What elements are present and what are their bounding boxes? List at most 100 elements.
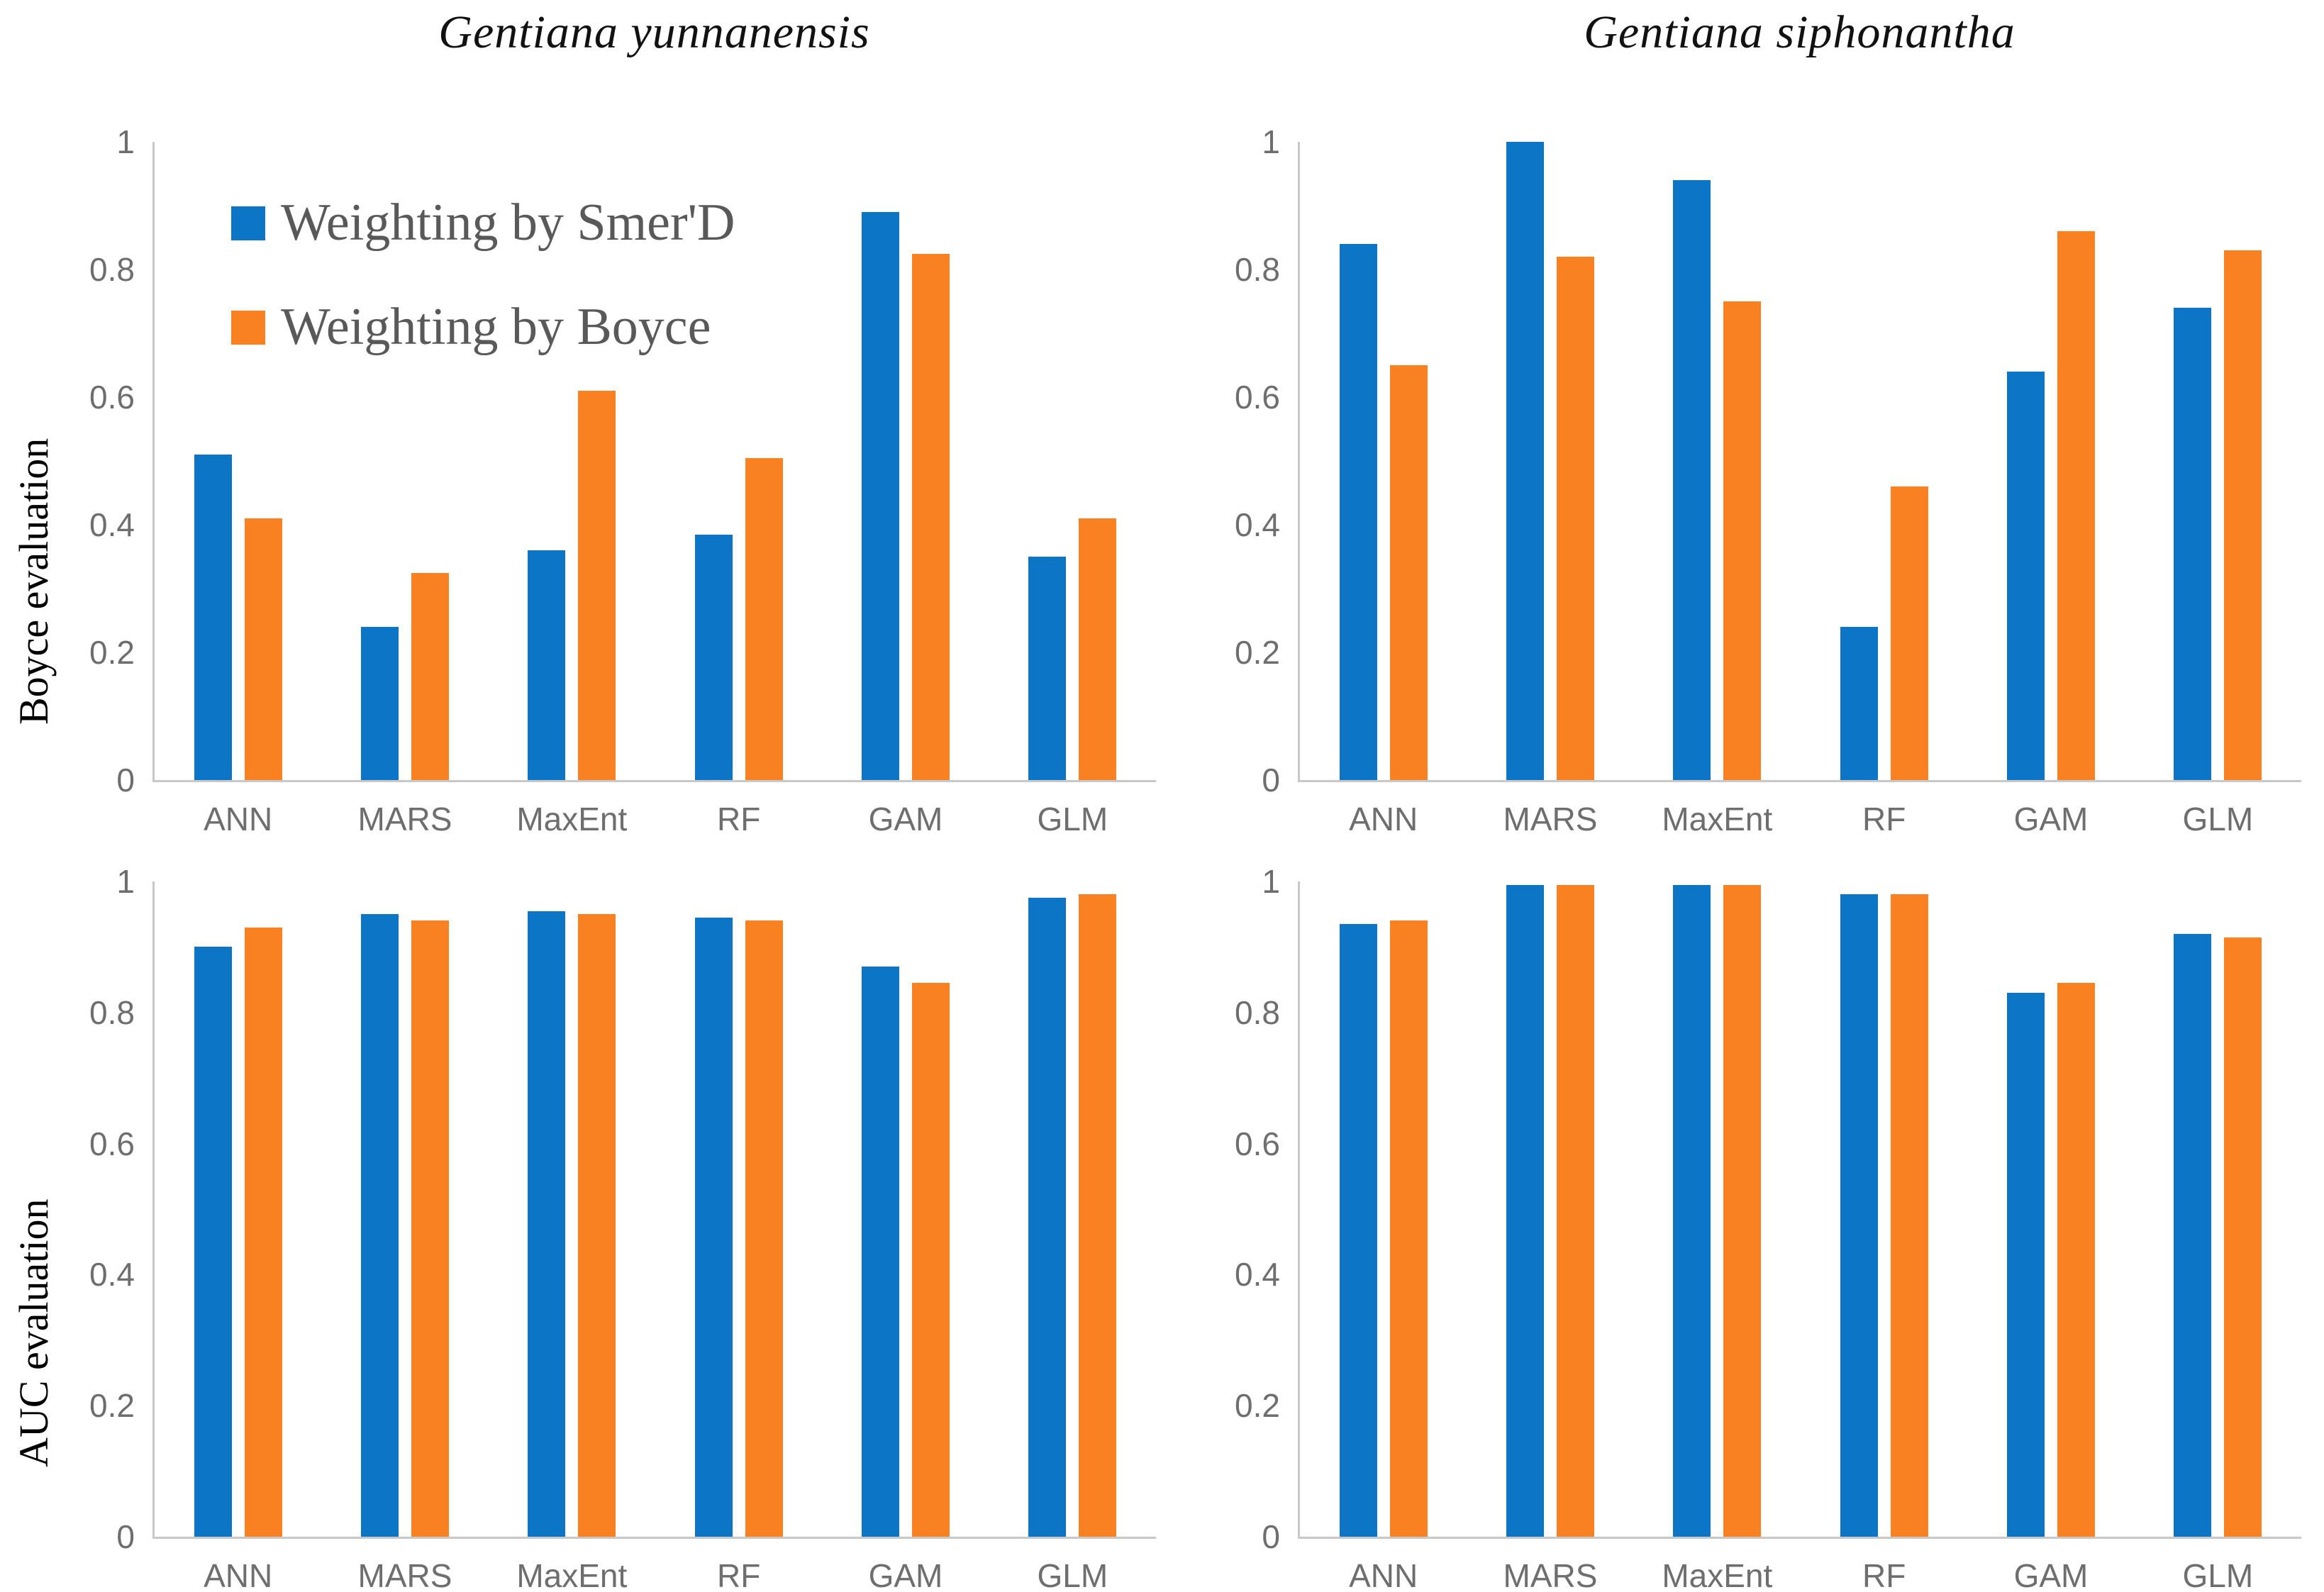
bar-rf-smerd bbox=[694, 534, 733, 780]
bar-pair bbox=[1506, 142, 1594, 780]
bar-rf-smerd bbox=[1840, 894, 1878, 1537]
bar-gam-smerd bbox=[2006, 372, 2045, 780]
x-category-label: GAM bbox=[2013, 1557, 2089, 1592]
y-axis-tick-label: 0 bbox=[1262, 762, 1280, 798]
bar-pair bbox=[360, 881, 449, 1537]
bar-mars-boyce bbox=[411, 920, 449, 1537]
category-group-ann: ANN bbox=[1300, 142, 1467, 837]
y-axis-tick-label: 0.8 bbox=[89, 993, 135, 1031]
plot-area: ANN MARS MaxEnt RF GAM GLM bbox=[1300, 142, 2301, 837]
legend-swatch-blue-icon bbox=[231, 206, 265, 240]
category-group-glm: GLM bbox=[2135, 142, 2301, 837]
y-axis-tick-label: 1 bbox=[1262, 863, 1280, 900]
bar-gam-smerd bbox=[2006, 993, 2045, 1537]
y-axis-tick-label: 0.4 bbox=[89, 506, 135, 543]
y-axis-tick-label: 0.6 bbox=[1235, 1125, 1280, 1162]
bar-maxent-smerd bbox=[528, 550, 566, 780]
bar-mars-smerd bbox=[360, 914, 399, 1537]
bar-pair bbox=[1840, 881, 1928, 1537]
x-category-label: RF bbox=[716, 801, 761, 837]
bar-rf-boyce bbox=[745, 457, 783, 780]
bar-pair bbox=[1673, 881, 1762, 1537]
x-category-label: MARS bbox=[1503, 1557, 1598, 1592]
category-group-rf: RF bbox=[1801, 142, 1967, 837]
bar-glm-boyce bbox=[2224, 250, 2262, 780]
y-axis-tick-label: 1 bbox=[116, 123, 135, 160]
bar-mars-boyce bbox=[1556, 257, 1594, 780]
category-group-glm: GLM bbox=[2135, 881, 2301, 1592]
y-axis-tick-label: 0.4 bbox=[1235, 1256, 1280, 1293]
bar-mars-smerd bbox=[1506, 884, 1544, 1537]
legend: Weighting by Smer'D Weighting by Boyce bbox=[231, 193, 735, 357]
bar-glm-boyce bbox=[1079, 518, 1117, 780]
bar-gam-boyce bbox=[2057, 231, 2095, 780]
bar-maxent-smerd bbox=[528, 911, 566, 1537]
category-group-maxent: MaxEnt bbox=[1634, 881, 1801, 1592]
bar-gam-boyce bbox=[2057, 983, 2095, 1537]
x-category-label: GLM bbox=[1037, 1557, 1108, 1592]
category-group-ann: ANN bbox=[155, 881, 321, 1592]
category-group-glm: GLM bbox=[989, 881, 1156, 1592]
bar-pair bbox=[694, 142, 783, 780]
bar-rf-smerd bbox=[694, 917, 733, 1537]
category-group-gam: GAM bbox=[1967, 881, 2134, 1592]
bar-ann-smerd bbox=[194, 947, 232, 1537]
x-category-label: GAM bbox=[868, 801, 943, 837]
bar-gam-smerd bbox=[861, 967, 899, 1537]
x-category-label: GLM bbox=[2182, 801, 2254, 837]
chart-panel-auc-siphonantha: 0 0.2 0.4 0.6 0.8 1 ANN MARS MaxEnt RF GAM GLM bbox=[1235, 863, 2301, 1592]
legend-label-smerd: Weighting by Smer'D bbox=[281, 194, 735, 252]
bar-pair bbox=[2006, 142, 2095, 780]
y-axis-tick-label: 0.6 bbox=[89, 1125, 135, 1162]
x-category-label: GAM bbox=[868, 1557, 943, 1592]
bar-pair bbox=[528, 881, 616, 1537]
y-axis-tick-label: 1 bbox=[116, 863, 135, 900]
y-axis-tick-label: 0.4 bbox=[89, 1256, 135, 1293]
bar-pair bbox=[694, 881, 783, 1537]
category-group-ann: ANN bbox=[1300, 881, 1467, 1592]
bar-pair bbox=[861, 142, 950, 780]
y-axis-tick-label: 1 bbox=[1262, 123, 1280, 160]
x-category-label: MARS bbox=[357, 801, 452, 837]
x-category-label: MaxEnt bbox=[1662, 801, 1773, 837]
x-category-label: GLM bbox=[1037, 801, 1108, 837]
bar-pair bbox=[1339, 142, 1428, 780]
x-category-label: ANN bbox=[204, 1557, 273, 1592]
y-axis-tick-label: 0 bbox=[116, 1518, 135, 1555]
category-group-rf: RF bbox=[655, 142, 822, 837]
bar-mars-boyce bbox=[1556, 884, 1594, 1537]
bar-pair bbox=[1840, 142, 1928, 780]
bar-maxent-smerd bbox=[1673, 884, 1711, 1537]
bar-ann-boyce bbox=[1389, 365, 1428, 780]
legend-item-boyce: Weighting by Boyce bbox=[231, 297, 735, 357]
bar-pair bbox=[194, 142, 282, 780]
y-axis-tick-label: 0.2 bbox=[89, 634, 135, 671]
legend-item-smerd: Weighting by Smer'D bbox=[231, 193, 735, 253]
category-group-maxent: MaxEnt bbox=[1634, 142, 1801, 837]
x-category-label: MARS bbox=[1503, 801, 1598, 837]
category-group-mars: MARS bbox=[1467, 142, 1633, 837]
bar-maxent-smerd bbox=[1673, 180, 1711, 780]
legend-swatch-orange-icon bbox=[231, 310, 265, 345]
bar-ann-boyce bbox=[244, 518, 282, 780]
x-category-label: MARS bbox=[357, 1557, 452, 1592]
category-group-mars: MARS bbox=[1467, 881, 1633, 1592]
chart-panel-auc-yunnanensis: 0 0.2 0.4 0.6 0.8 1 ANN MARS MaxEnt RF GAM GLM bbox=[89, 863, 1156, 1592]
category-group-glm: GLM bbox=[989, 142, 1156, 837]
category-group-gam: GAM bbox=[822, 142, 989, 837]
chart-panel-boyce-yunnanensis: 0 0.2 0.4 0.6 0.8 1 ANN MARS MaxEnt RF GAM GLM Wei… bbox=[89, 123, 1156, 837]
bar-ann-boyce bbox=[1389, 920, 1428, 1537]
bar-pair bbox=[528, 142, 616, 780]
bar-pair bbox=[1673, 142, 1762, 780]
bar-pair bbox=[1339, 881, 1428, 1537]
x-category-label: RF bbox=[716, 1557, 761, 1592]
y-axis-tick-label: 0.2 bbox=[89, 1387, 135, 1425]
x-category-label: ANN bbox=[1349, 1557, 1418, 1592]
x-category-label: RF bbox=[1862, 801, 1906, 837]
x-category-label: MaxEnt bbox=[1662, 1557, 1773, 1592]
plot-area: ANN MARS MaxEnt RF GAM GLM bbox=[155, 881, 1156, 1592]
bar-ann-smerd bbox=[194, 455, 232, 780]
bar-pair bbox=[1028, 142, 1117, 780]
bar-glm-boyce bbox=[2224, 937, 2262, 1537]
y-axis-title-boyce: Boyce evaluation bbox=[11, 438, 57, 725]
